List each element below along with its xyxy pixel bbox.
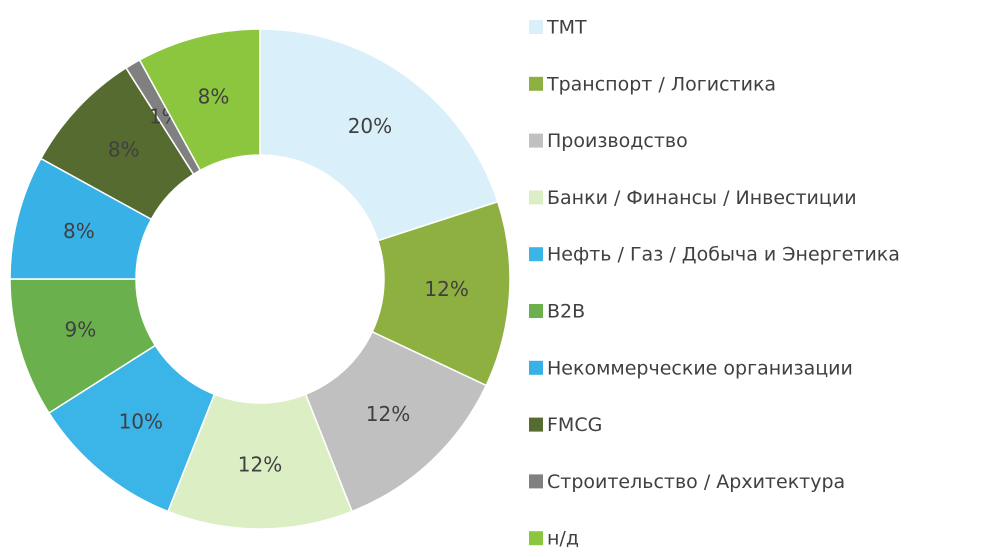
legend-swatch [529,76,543,91]
legend-label: н/д [547,528,579,550]
legend-label: Производство [547,130,688,152]
value-label: 12% [366,402,410,426]
value-label: 8% [198,84,230,108]
legend-swatch [529,20,543,34]
legend-swatch [529,304,543,318]
slice [138,28,261,172]
legend-swatch [529,417,543,432]
slice [259,28,499,242]
legend-label: B2B [547,301,585,323]
legend-label: Некоммерческие организации [547,357,853,379]
legend-label: Банки / Финансы / Инвестиции [547,187,857,209]
legend-label: Транспорт / Логистика [546,73,776,95]
value-label: 10% [119,410,163,434]
value-label: 20% [348,114,392,138]
legend-swatch [529,133,543,148]
value-label: 12% [238,453,282,477]
legend-swatch [529,247,543,262]
legend-swatch [529,360,543,375]
legend-label: Строительство / Архитектура [547,471,845,493]
legend-swatch [529,474,543,489]
value-label: 8% [63,219,95,243]
legend-label: TMT [546,17,587,39]
value-label: 9% [65,318,97,342]
legend-label: Нефть / Газ / Добыча и Энергетика [547,244,900,266]
value-label: 8% [108,137,140,161]
value-label: 12% [424,277,468,301]
legend-label: FMCG [547,414,602,436]
legend-swatch [529,531,543,546]
legend-swatch [529,190,543,205]
